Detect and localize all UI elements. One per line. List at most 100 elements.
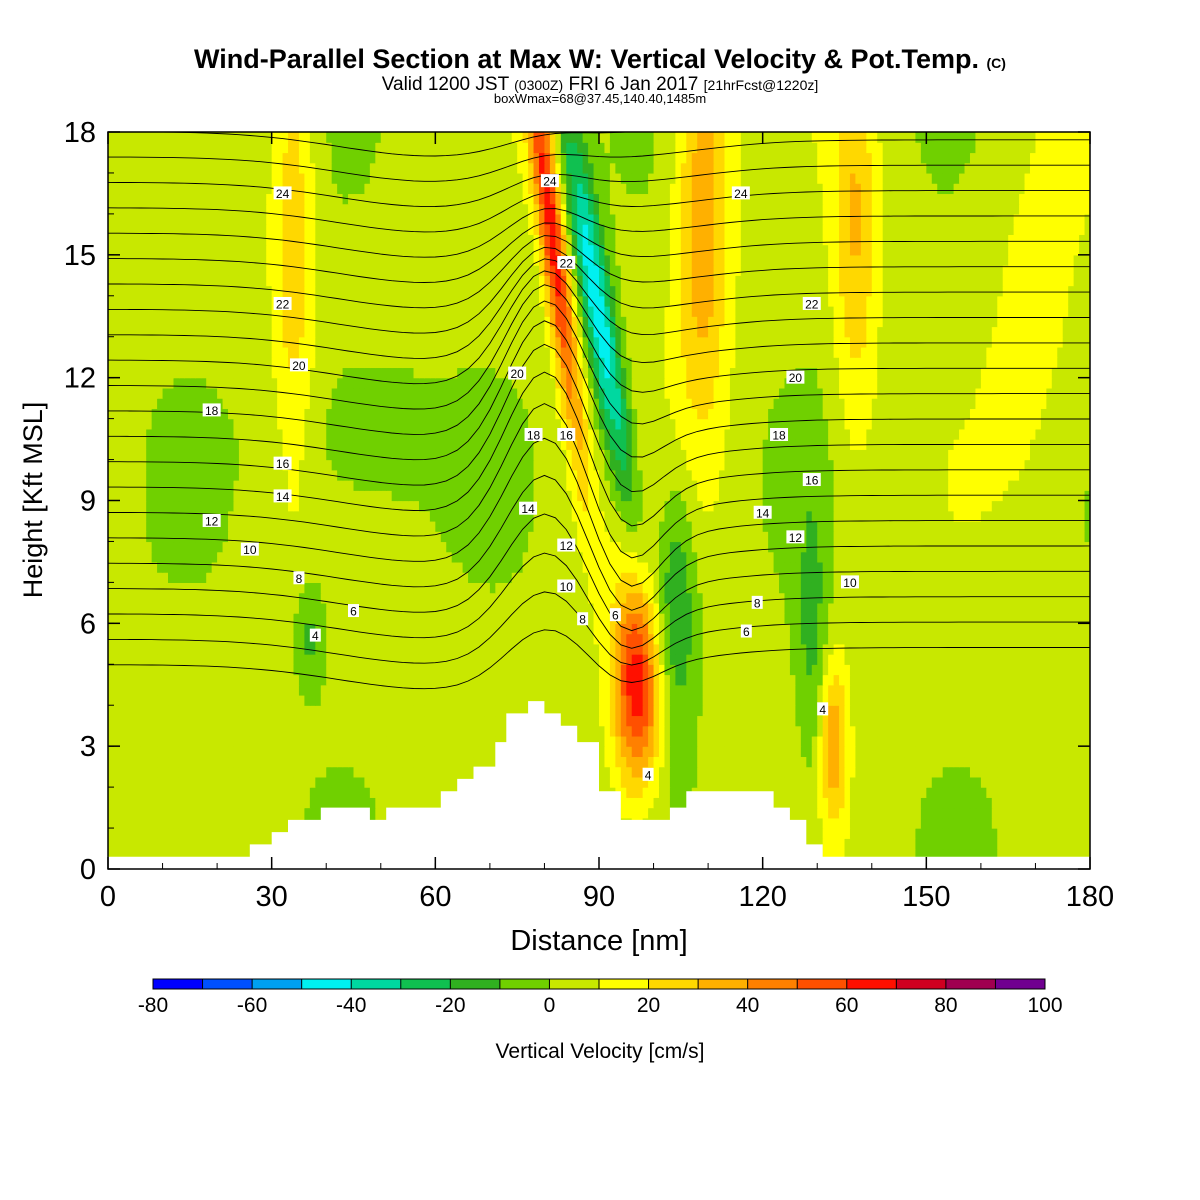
field-cell [211,817,218,829]
field-cell [789,746,796,758]
field-cell [571,633,578,645]
field-cell [729,766,736,778]
field-cell [735,746,742,758]
field-cell [1046,756,1053,768]
field-cell [326,705,333,717]
field-cell [260,582,267,594]
field-cell [637,684,644,696]
field-cell [631,654,638,665]
field-cell [697,592,704,604]
field-cell [418,613,426,624]
field-cell [920,654,927,665]
field-cell [424,582,431,594]
field-cell [1046,684,1053,696]
field-cell [795,654,802,665]
field-cell [822,602,829,614]
field-cell [528,582,535,594]
field-cell [937,776,944,788]
field-cell [1008,776,1015,788]
field-cell [1051,807,1058,819]
field-cell [129,756,136,768]
field-cell [1013,654,1020,665]
field-cell [108,694,115,706]
field-cell [533,582,540,594]
field-cell [364,725,371,737]
field-cell [991,674,998,686]
field-cell [386,684,393,696]
field-cell [669,602,676,614]
field-cell [620,674,627,686]
field-cell [353,776,360,788]
field-cell [609,684,616,696]
field-cell [217,787,224,798]
chart-title-text: Wind-Parallel Section at Max W: Vertical… [194,44,979,74]
field-cell [702,705,709,717]
field-cell [271,633,278,645]
field-cell [849,705,857,717]
field-cell [375,746,382,758]
field-cell [189,776,196,788]
field-cell [1013,787,1020,798]
field-cell [238,654,245,665]
field-cell [877,787,884,798]
field-cell [1040,766,1047,778]
field-cell [478,674,486,686]
field-cell [822,817,829,829]
field-cell [118,838,125,850]
field-cell [266,633,273,645]
field-cell [713,654,720,665]
field-cell [462,715,469,727]
field-cell [173,828,180,839]
field-cell [260,746,267,758]
field-cell [495,715,502,727]
field-cell [697,582,704,594]
field-cell [353,684,360,696]
field-cell [326,602,333,614]
field-cell [664,643,671,655]
field-cell [866,613,873,624]
field-cell [538,694,546,706]
field-cell [969,592,977,604]
field-cell [1062,838,1069,850]
field-cell [320,623,327,635]
field-cell [217,756,224,768]
field-cell [926,725,933,737]
field-cell [1019,654,1026,665]
field-cell [653,787,660,798]
field-cell [659,756,666,768]
field-cell [659,684,666,696]
field-cell [1079,828,1086,839]
field-cell [1073,623,1080,635]
field-cell [124,592,131,604]
field-cell [348,623,355,635]
field-cell [1068,725,1075,737]
field-cell [168,715,175,727]
field-cell [757,725,764,737]
field-cell [839,756,846,768]
field-cell [195,817,202,829]
field-cell [249,592,256,604]
field-cell [882,817,889,829]
field-cell [162,654,169,665]
field-cell [871,684,878,696]
field-cell [1084,715,1090,727]
field-cell [1057,807,1064,819]
field-cell [822,828,829,839]
field-cell [659,746,666,758]
field-cell [233,582,240,594]
field-cell [468,602,475,614]
field-cell [855,848,862,860]
field-cell [839,592,846,604]
field-cell [451,694,458,706]
field-cell [1002,633,1009,645]
field-cell [184,715,191,727]
field-cell [866,623,873,635]
field-cell [931,746,938,758]
field-cell [211,828,218,839]
field-cell [189,817,196,829]
field-cell [157,623,164,635]
field-cell [222,664,229,676]
field-cell [899,623,906,635]
field-cell [724,735,731,747]
field-cell [118,654,125,665]
